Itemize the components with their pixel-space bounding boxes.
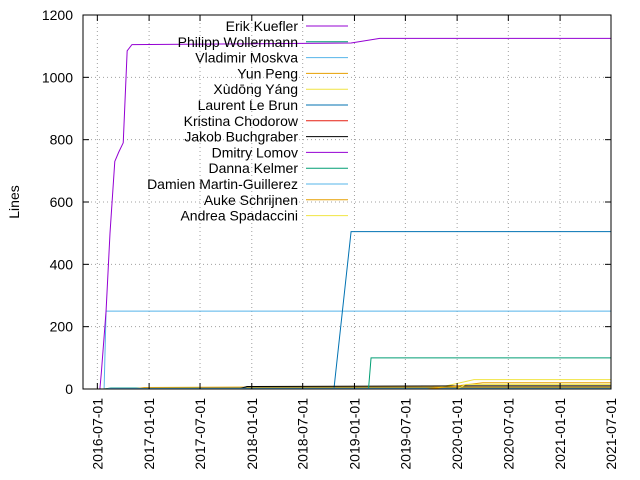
y-tick-label: 1000 <box>42 69 73 85</box>
legend-label: Jakob Buchgraber <box>184 129 298 145</box>
series-line-2 <box>83 310 611 390</box>
x-tick-label: 2020-01-01 <box>449 398 465 470</box>
legend-label: Philipp Wollermann <box>178 34 298 50</box>
legend-label: Erik Kuefler <box>226 18 299 34</box>
legend-label: Yun Peng <box>237 65 298 81</box>
y-axis: 0 200 400 600 800 1000 1200 <box>42 7 611 397</box>
legend-label: Kristina Chodorow <box>184 113 299 129</box>
y-tick-label: 800 <box>50 132 74 148</box>
legend-label: Laurent Le Brun <box>198 97 298 113</box>
x-tick-label: 2017-01-01 <box>141 398 157 470</box>
x-tick-label: 2016-07-01 <box>89 398 105 470</box>
series-line-8 <box>83 37 611 390</box>
x-tick-label: 2018-07-01 <box>295 398 311 470</box>
grid <box>83 15 611 389</box>
y-axis-label: Lines <box>6 185 22 218</box>
y-tick-label: 1200 <box>42 7 73 23</box>
x-axis: 2016-07-01 2017-01-01 2017-07-01 2018-01-01… <box>89 15 619 470</box>
legend-label: Auke Schrijnen <box>204 192 298 208</box>
y-tick-label: 200 <box>50 319 74 335</box>
legend-label: Vladimir Moskva <box>195 50 298 66</box>
series-lines <box>82 37 611 390</box>
x-tick-label: 2017-07-01 <box>192 398 208 470</box>
x-tick-label: 2021-07-01 <box>603 398 619 470</box>
legend-label: Danna Kelmer <box>209 160 299 176</box>
x-tick-label: 2019-07-01 <box>397 398 413 470</box>
x-tick-label: 2019-01-01 <box>346 398 362 470</box>
x-tick-label: 2020-07-01 <box>500 398 516 470</box>
legend-label: Xùdōng Yáng <box>213 81 298 97</box>
y-tick-label: 600 <box>50 194 74 210</box>
x-tick-label: 2018-01-01 <box>244 398 260 470</box>
legend-label: Andrea Spadaccini <box>180 208 298 224</box>
series-line-5 <box>83 231 611 390</box>
legend-label: Dmitry Lomov <box>212 144 298 160</box>
x-tick-label: 2021-01-01 <box>552 398 568 470</box>
legend-label: Damien Martin-Guillerez <box>147 176 298 192</box>
y-tick-label: 400 <box>50 256 74 272</box>
y-tick-label: 0 <box>65 381 73 397</box>
